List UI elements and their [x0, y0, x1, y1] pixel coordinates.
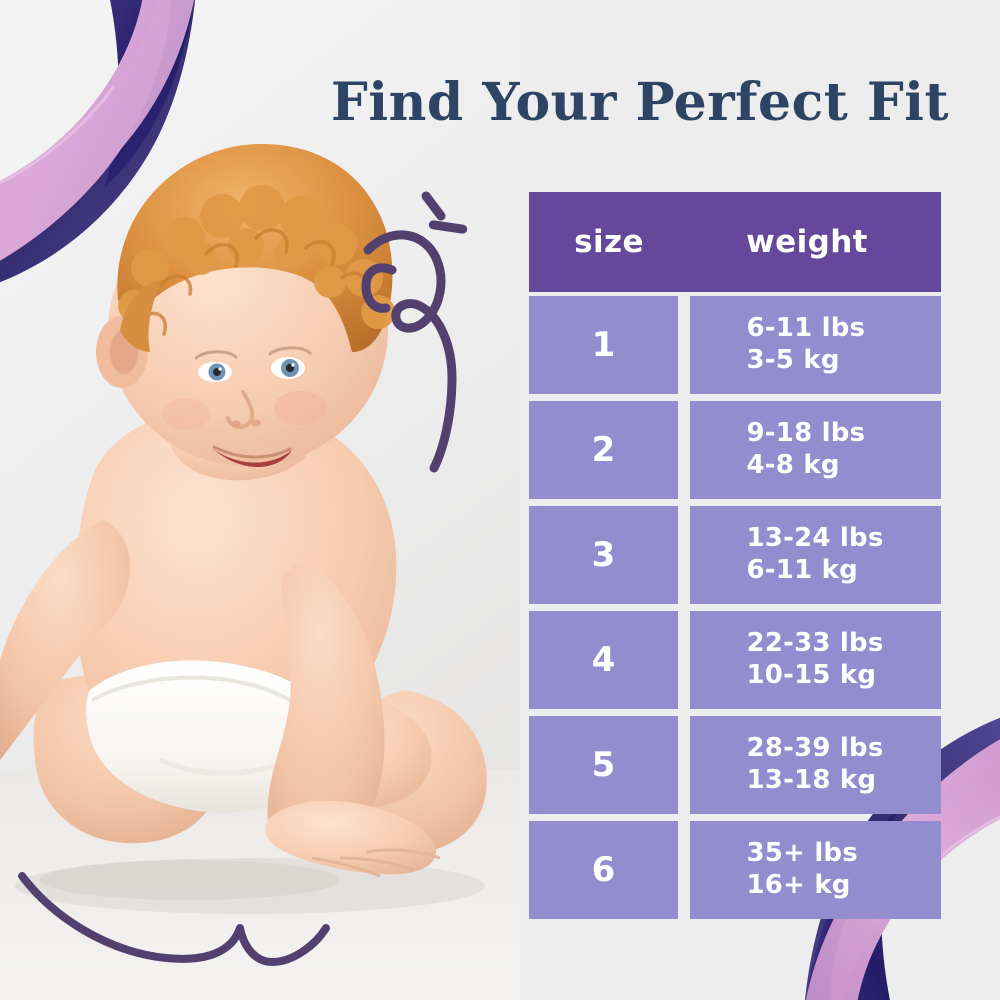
- baby-photo: [0, 0, 520, 1000]
- cell-size: 4: [529, 611, 678, 709]
- weight-lbs: 9-18 lbs: [746, 418, 866, 449]
- table-row: 5 28-39 lbs 13-18 kg: [529, 716, 941, 814]
- cell-weight: 13-24 lbs 6-11 kg: [690, 506, 941, 604]
- weight-kg: 3-5 kg: [746, 345, 840, 375]
- cell-size: 2: [529, 401, 678, 499]
- weight-kg: 10-15 kg: [746, 660, 877, 690]
- cell-weight: 9-18 lbs 4-8 kg: [690, 401, 941, 499]
- cell-weight: 28-39 lbs 13-18 kg: [690, 716, 941, 814]
- column-header-weight: weight: [746, 224, 868, 260]
- weight-lbs: 22-33 lbs: [746, 628, 884, 659]
- cell-size: 3: [529, 506, 678, 604]
- size-chart-table: size weight 1 6-11 lbs 3-5 kg 2 9-18 lbs…: [529, 192, 941, 926]
- weight-kg: 4-8 kg: [746, 450, 840, 480]
- weight-kg: 6-11 kg: [746, 555, 858, 585]
- weight-lbs: 13-24 lbs: [746, 523, 884, 554]
- column-header-size: size: [574, 224, 644, 260]
- page-title: Find Your Perfect Fit: [330, 72, 950, 133]
- weight-lbs: 6-11 lbs: [746, 313, 866, 344]
- baby-photo-illustration: [0, 0, 520, 1000]
- cell-weight: 22-33 lbs 10-15 kg: [690, 611, 941, 709]
- weight-lbs: 28-39 lbs: [746, 733, 884, 764]
- weight-kg: 13-18 kg: [746, 765, 877, 795]
- table-row: 2 9-18 lbs 4-8 kg: [529, 401, 941, 499]
- weight-lbs: 35+ lbs: [746, 838, 858, 869]
- cell-weight: 6-11 lbs 3-5 kg: [690, 296, 941, 394]
- table-row: 6 35+ lbs 16+ kg: [529, 821, 941, 919]
- cell-size: 1: [529, 296, 678, 394]
- table-body: 1 6-11 lbs 3-5 kg 2 9-18 lbs 4-8 kg 3 13…: [529, 296, 941, 919]
- table-header-row: size weight: [529, 192, 941, 292]
- table-row: 1 6-11 lbs 3-5 kg: [529, 296, 941, 394]
- cell-weight: 35+ lbs 16+ kg: [690, 821, 941, 919]
- cell-size: 5: [529, 716, 678, 814]
- table-row: 4 22-33 lbs 10-15 kg: [529, 611, 941, 709]
- cell-size: 6: [529, 821, 678, 919]
- table-row: 3 13-24 lbs 6-11 kg: [529, 506, 941, 604]
- weight-kg: 16+ kg: [746, 870, 851, 900]
